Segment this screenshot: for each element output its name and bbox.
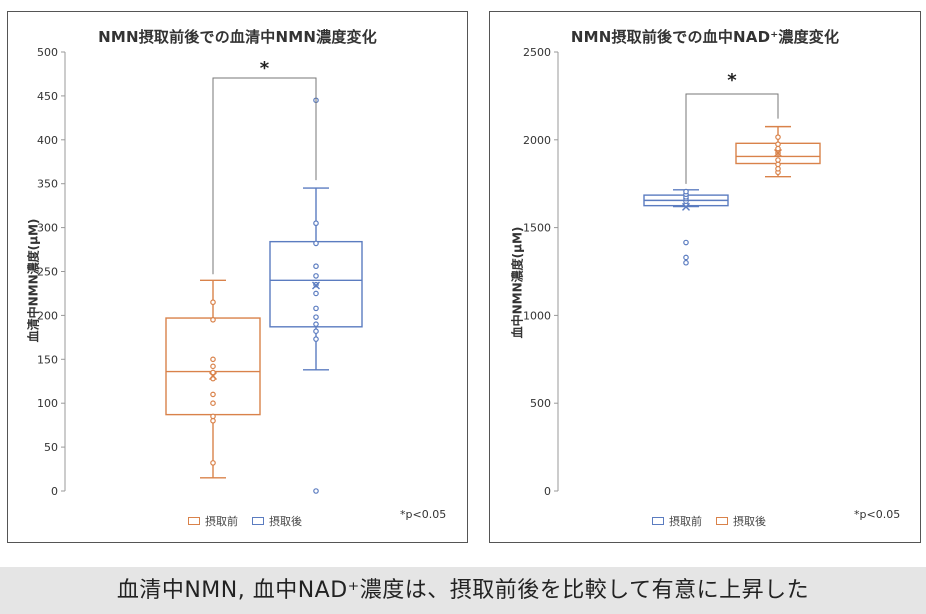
data-point (683, 239, 689, 246)
chart-title: NMN摂取前後での血中NAD⁺濃度変化 (570, 28, 840, 46)
chart-plot: 0 500 1000 1500 2000 2500 * (523, 46, 821, 498)
data-point (313, 328, 319, 335)
y-tick-label: 2000 (523, 134, 551, 147)
legend-swatch (188, 517, 200, 525)
data-point (313, 290, 319, 297)
legend-item: 摂取後 (716, 513, 766, 529)
data-point (210, 369, 216, 376)
legend-label: 摂取後 (733, 515, 766, 528)
chart-plot: 0 50 100 150 200 250 300 350 400 450 500 * (37, 46, 363, 498)
legend-item: 摂取前 (188, 513, 238, 529)
data-point (313, 220, 319, 227)
data-point (210, 316, 216, 323)
data-point (210, 417, 216, 424)
significance-bracket (685, 93, 779, 184)
data-point (775, 145, 781, 152)
data-point (313, 273, 319, 279)
mean-marker-stroke (774, 148, 782, 157)
data-point (313, 336, 319, 342)
legend-swatch (252, 517, 264, 525)
y-tick-label: 500 (37, 46, 58, 59)
data-point (210, 413, 216, 420)
y-tick-label: 300 (37, 222, 58, 235)
data-point (683, 259, 689, 266)
data-point (210, 460, 216, 466)
y-tick-label: 2500 (523, 46, 551, 59)
y-tick-label: 100 (37, 397, 58, 410)
legend-label: 摂取後 (269, 515, 302, 528)
data-point (683, 188, 689, 195)
legend-swatch (652, 517, 664, 525)
data-point (775, 157, 781, 163)
y-tick-label: 400 (37, 134, 58, 147)
mean-marker-stroke (682, 202, 690, 211)
mean-marker (312, 281, 320, 290)
y-tick-label: 50 (44, 441, 58, 454)
significance-note: *p<0.05 (854, 508, 901, 521)
legend-label: 摂取前 (669, 515, 702, 528)
mean-marker (209, 371, 217, 380)
y-tick-label: 350 (37, 178, 58, 191)
data-point (210, 391, 216, 398)
significance-note: *p<0.05 (400, 508, 447, 521)
data-point (683, 254, 689, 261)
data-point (313, 321, 319, 327)
data-point (313, 305, 319, 312)
y-tick-label: 150 (37, 353, 58, 366)
significance-bracket (212, 77, 317, 275)
data-point (210, 400, 216, 407)
y-tick-label: 500 (530, 397, 551, 410)
y-tick-label: 200 (37, 309, 58, 322)
y-tick-label: 0 (544, 485, 551, 498)
y-tick-label: 1000 (523, 309, 551, 322)
y-tick-label: 250 (37, 266, 58, 279)
chart-panel-nmn: NMN摂取前後での血清中NMN濃度変化 血清中NMN濃度(μM) 0 50 100 1… (7, 11, 468, 543)
data-point (775, 161, 781, 168)
legend: 摂取前 摂取後 (652, 513, 766, 529)
mean-marker (774, 148, 782, 157)
data-point (210, 356, 216, 363)
data-point (775, 134, 781, 140)
y-tick-label: 450 (37, 90, 58, 103)
data-point (210, 299, 216, 306)
chart-panel-nad: NMN摂取前後での血中NAD⁺濃度変化 血中NMN濃度(μM) 0 500 1000… (489, 11, 921, 543)
data-point (775, 165, 781, 172)
y-tick-label: 1500 (523, 222, 551, 235)
chart-title: NMN摂取前後での血清中NMN濃度変化 (98, 28, 377, 46)
legend-swatch (716, 517, 728, 525)
y-tick-label: 0 (51, 485, 58, 498)
mean-marker-stroke (209, 371, 217, 380)
data-point (210, 363, 216, 370)
significance-star: * (260, 58, 270, 79)
data-point (775, 141, 781, 147)
mean-marker-stroke (312, 281, 320, 290)
significance-star: * (727, 70, 737, 91)
caption-banner: 血清中NMN, 血中NAD⁺濃度は、摂取前後を比較して有意に上昇した (0, 567, 926, 614)
legend-item: 摂取後 (252, 513, 302, 529)
legend-label: 摂取前 (205, 515, 238, 528)
data-point (313, 488, 319, 494)
mean-marker (682, 202, 690, 211)
legend-item: 摂取前 (652, 513, 702, 529)
legend: 摂取前 摂取後 (188, 513, 302, 529)
data-point (313, 240, 319, 247)
data-point (313, 263, 319, 270)
data-point (313, 314, 319, 320)
